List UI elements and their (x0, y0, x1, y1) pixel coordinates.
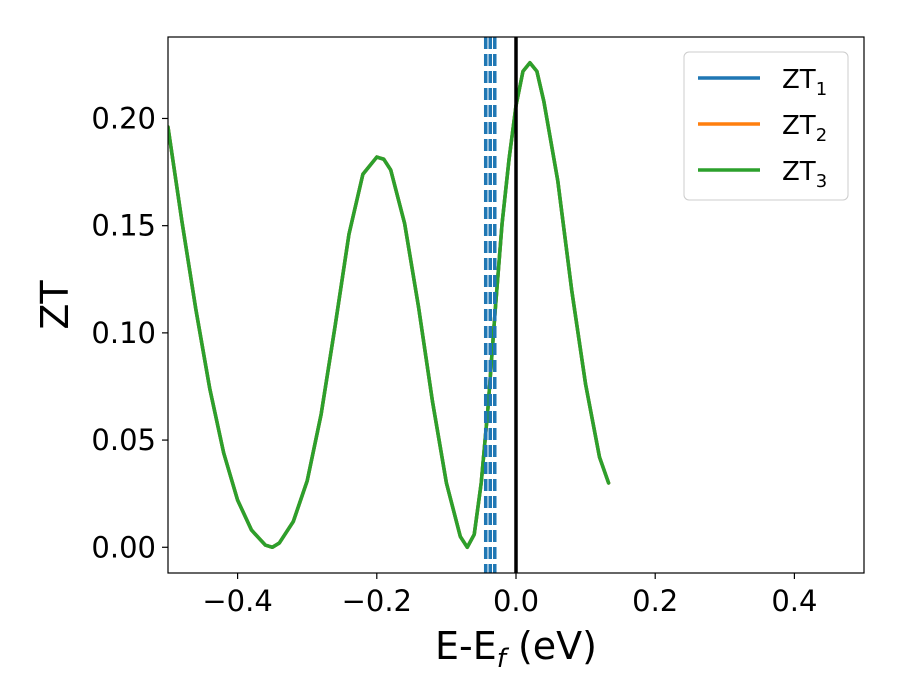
y-axis-ticks: 0.00 0.05 0.10 0.15 0.20 (91, 101, 168, 564)
legend: ZT1 ZT2 ZT3 (683, 51, 849, 201)
x-axis-ticks: −0.4 −0.2 0.0 0.2 0.4 (202, 573, 817, 618)
legend-items: ZT1 ZT2 ZT3 (698, 65, 827, 192)
legend-label-zt1: ZT1 (782, 65, 827, 100)
x-tick-label: −0.4 (202, 584, 272, 618)
x-tick-label: −0.2 (342, 584, 412, 618)
y-tick-label: 0.05 (91, 423, 156, 457)
x-tick-label: 0.2 (632, 584, 678, 618)
x-axis-label: E-Ef (eV) (435, 624, 597, 674)
series-line-zt3 (168, 60, 611, 550)
legend-label-zt2: ZT2 (782, 111, 827, 146)
y-axis-label: ZT (33, 280, 77, 330)
legend-label-zt3: ZT3 (782, 157, 827, 192)
vertical-lines-layer (483, 37, 518, 573)
legend-box (683, 51, 849, 201)
x-tick-label: 0.0 (493, 584, 539, 618)
series-layer (168, 60, 611, 550)
x-tick-label: 0.4 (771, 584, 817, 618)
y-tick-label: 0.00 (91, 530, 156, 564)
y-tick-label: 0.10 (91, 316, 156, 350)
y-tick-label: 0.20 (91, 101, 156, 135)
y-tick-label: 0.15 (91, 209, 156, 243)
